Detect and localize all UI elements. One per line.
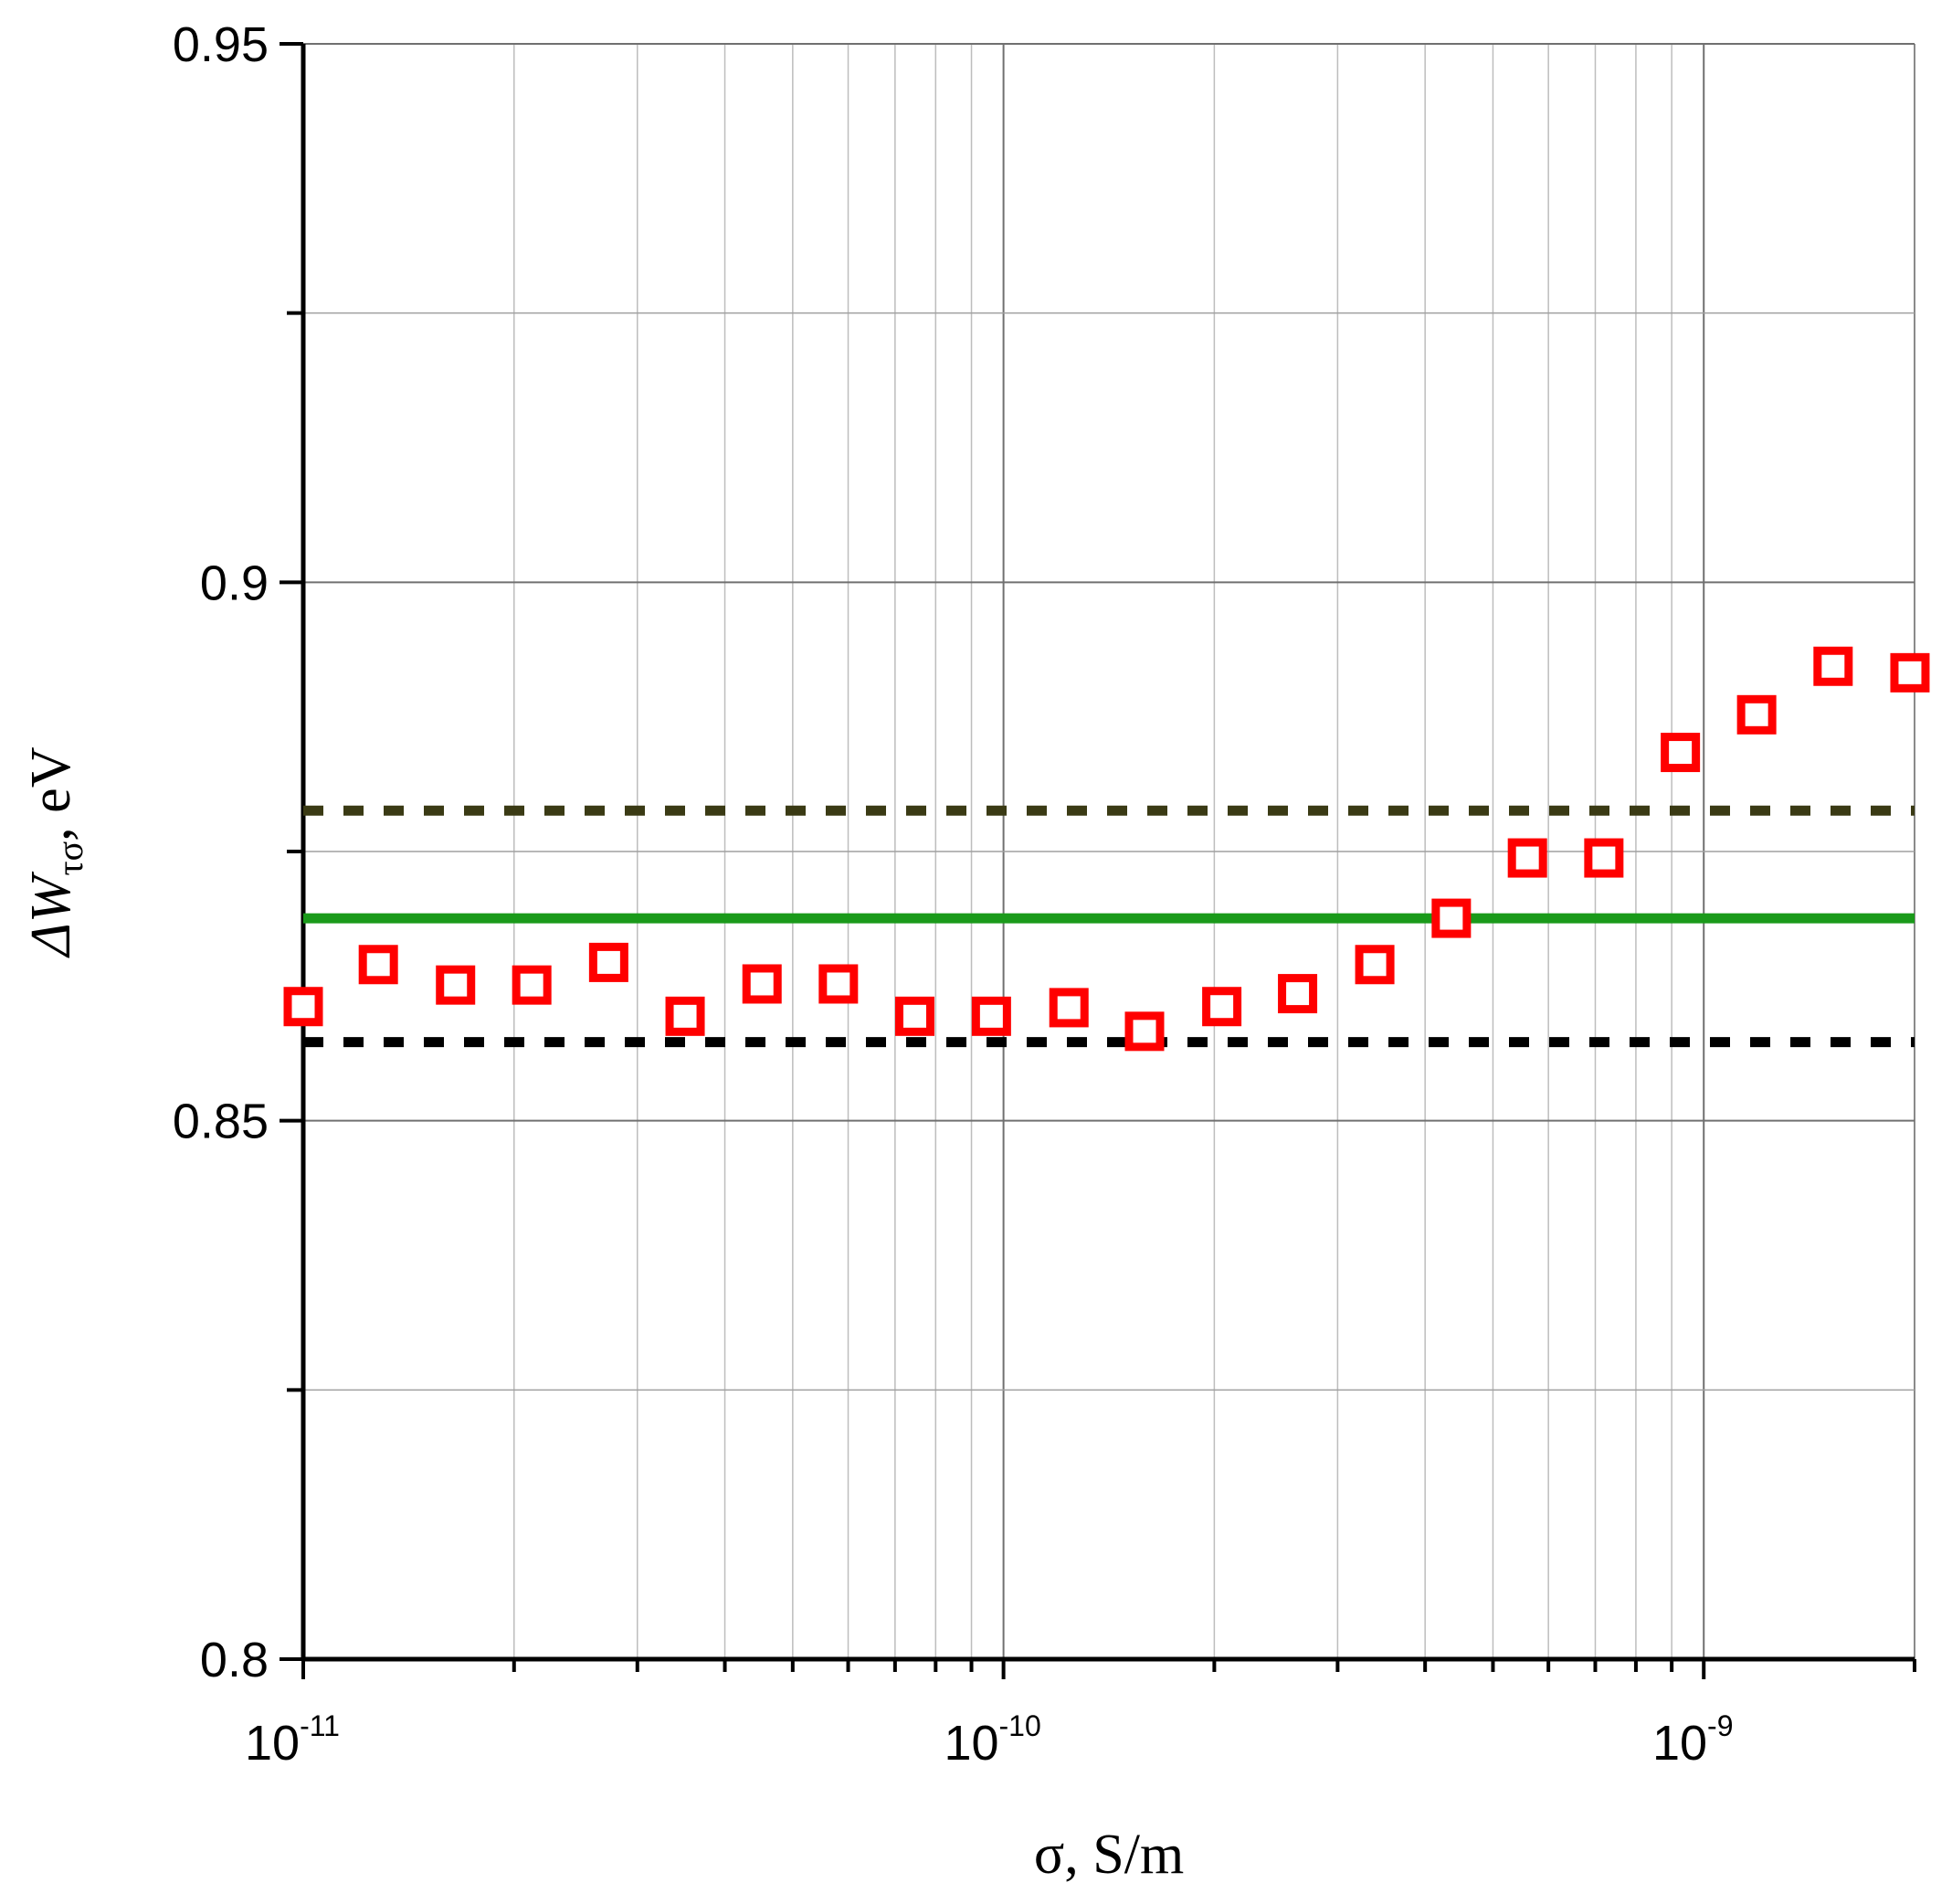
x-tick-label-base: 10 [245,1716,300,1771]
data-point [283,987,323,1027]
data-point [894,996,934,1036]
data-point [1890,652,1930,693]
data-point [1355,945,1395,985]
data-point [971,996,1011,1036]
y-axis-title-suffix: , eV [20,746,82,841]
x-tick-label: 10-11 [245,1709,340,1771]
y-axis-title-subscript: τσ [49,841,90,876]
data-point [742,964,782,1004]
data-point [1202,987,1242,1027]
reference-lines [303,805,1915,1048]
data-point [1736,694,1777,735]
x-tick-label-exponent: -11 [300,1709,340,1742]
data-point [1507,838,1547,878]
data-point [1431,898,1472,938]
axes [280,42,1916,1679]
y-tick-label: 0.85 [173,1095,269,1149]
data-point [588,942,628,982]
x-tick-label-exponent: -9 [1707,1709,1733,1742]
grid-lines [302,43,1915,1660]
x-tick-label: 10-10 [944,1709,1040,1771]
y-tick-label: 0.95 [173,17,269,72]
x-tick-label-base: 10 [944,1716,998,1771]
x-tick-label-base: 10 [1652,1716,1707,1771]
data-point [1661,733,1701,773]
x-tick-label-exponent: -10 [999,1709,1041,1742]
data-point [818,964,859,1004]
data-point [1813,646,1853,686]
data-point [1278,974,1318,1014]
x-axis-title: σ, S/m [1034,1824,1184,1886]
data-point [358,945,398,985]
x-tick-label: 10-9 [1652,1709,1734,1771]
data-point [1049,988,1089,1028]
data-point [512,965,552,1005]
data-point [1124,1011,1165,1052]
data-point [665,996,705,1036]
y-tick-label: 0.9 [200,555,269,610]
data-point [1584,838,1624,878]
y-axis-title-main: ΔW [20,871,82,958]
data-markers [283,646,1930,1052]
data-point [436,965,476,1005]
y-axis-title: ΔWτσ, eV [20,746,90,958]
y-tick-label: 0.8 [200,1633,269,1687]
